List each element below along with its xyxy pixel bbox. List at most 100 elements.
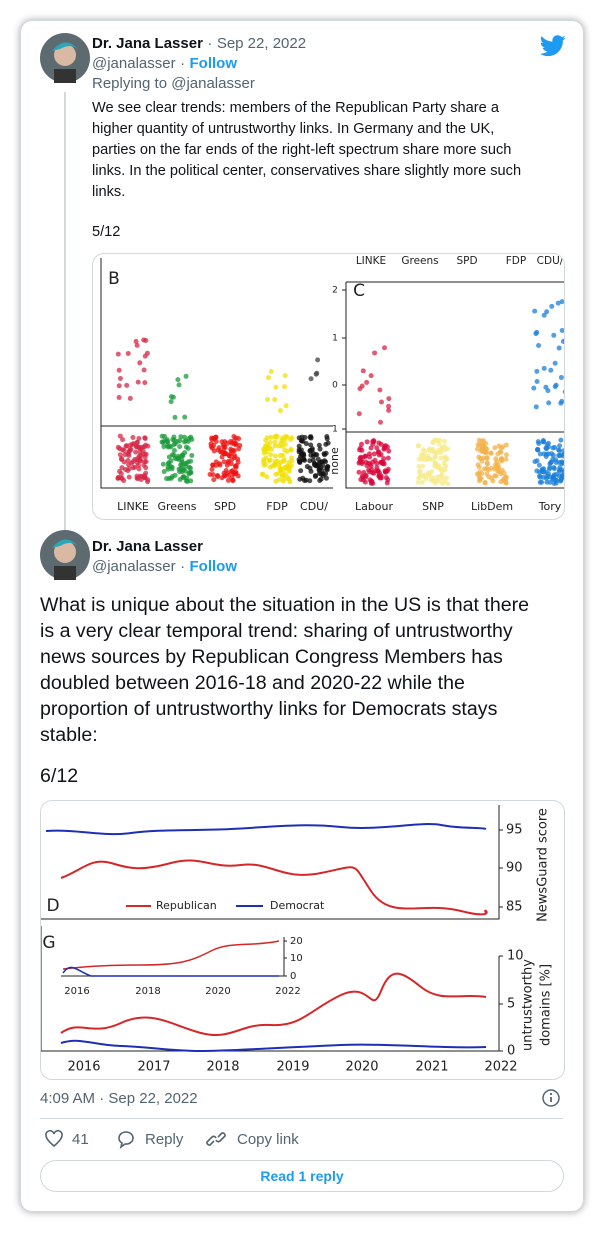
thread-count: 6/12 (40, 765, 79, 787)
figure-label: 2020 (205, 986, 230, 997)
scatter-dot (534, 379, 540, 385)
handle-line: @janalasser · Follow (92, 558, 237, 576)
scatter-dot (115, 351, 121, 357)
figure-label: 90 (506, 861, 523, 876)
avatar[interactable] (40, 530, 90, 580)
scatter-dot (263, 437, 269, 443)
tweet-date[interactable]: Sep 22, 2022 (216, 35, 307, 52)
scatter-dot (546, 400, 552, 406)
scatter-dot (537, 469, 543, 475)
scatter-dot (548, 459, 554, 465)
follow-link[interactable]: Follow (189, 55, 238, 72)
author-name[interactable]: Dr. Jana Lasser (92, 35, 203, 52)
scatter-dot (259, 471, 265, 477)
link-icon[interactable] (206, 1129, 226, 1149)
scatter-dot (143, 442, 149, 448)
scatter-dot (168, 394, 174, 400)
scatter-dot (297, 460, 303, 466)
scatter-dot (545, 440, 551, 446)
scatter-dot (272, 397, 278, 403)
figure-label: C (353, 281, 365, 301)
scatter-dot (141, 473, 147, 479)
scatter-dot (533, 404, 539, 410)
scatter-dot (546, 466, 552, 472)
info-icon[interactable] (541, 1088, 561, 1108)
scatter-dot (560, 472, 564, 478)
scatter-dot (559, 398, 564, 404)
scatter-dot (442, 438, 448, 444)
scatter-dot (264, 474, 270, 480)
scatter-dot (116, 367, 122, 373)
text-line: higher quantity of untrustworthy links. … (92, 121, 495, 137)
like-icon[interactable] (44, 1129, 64, 1149)
read-reply-button[interactable]: Read 1 reply (40, 1160, 564, 1192)
scatter-dot (537, 451, 543, 457)
handle[interactable]: @janalasser (92, 558, 176, 575)
scatter-dot (145, 479, 151, 485)
scatter-dot (377, 419, 383, 425)
handle[interactable]: @janalasser (92, 55, 176, 72)
scatter-dot (560, 339, 564, 345)
text-line: links. (92, 184, 126, 200)
scatter-dot (558, 437, 564, 443)
text-line: stable: (40, 724, 98, 746)
scatter-dot (126, 462, 132, 468)
scatter-dot (419, 479, 425, 485)
reply-icon[interactable] (116, 1129, 136, 1149)
scatter-dot (133, 338, 139, 344)
avatar[interactable] (40, 33, 90, 83)
scatter-dot (316, 442, 322, 448)
scatter-dot (541, 312, 547, 318)
scatter-dot (296, 443, 302, 449)
scatter-dot (141, 451, 147, 457)
figure-label: 2018 (135, 986, 160, 997)
scatter-dot (476, 464, 482, 470)
author-name[interactable]: Dr. Jana Lasser (92, 538, 203, 555)
scatter-dot (127, 395, 133, 401)
scatter-dot (419, 451, 425, 457)
scatter-dot (212, 435, 218, 441)
copy-link-action[interactable]: Copy link (237, 1131, 299, 1148)
separator: · (180, 55, 186, 72)
twitter-logo[interactable] (540, 35, 566, 57)
scatter-dot (136, 435, 142, 441)
scatter-dot (474, 471, 480, 477)
figure-label: CDU/ (300, 500, 328, 513)
scatter-dot (226, 472, 232, 478)
scatter-dot (117, 375, 123, 381)
scatter-dot (121, 459, 127, 465)
tweet-text: What is unique about the situation in th… (40, 592, 529, 748)
scatter-dot (364, 463, 370, 469)
scatter-dot (272, 443, 278, 449)
scatter-dot (503, 456, 509, 462)
scatter-dot (288, 447, 294, 453)
scatter-dot (386, 448, 392, 454)
scatter-dot (492, 445, 498, 451)
scatter-dot (168, 399, 174, 405)
like-count[interactable]: 41 (72, 1131, 89, 1148)
timestamp[interactable]: 4:09 AM · Sep 22, 2022 (40, 1090, 198, 1107)
scatter-dot (137, 448, 143, 454)
scatter-dot (136, 444, 142, 450)
tweet-image[interactable]: D 95 90 85 NewsGuard score Republican Democrat… (40, 800, 565, 1080)
figure-label: Labour (355, 500, 394, 513)
scatter-dot (183, 444, 189, 450)
reply-to[interactable]: Replying to @janalasser (92, 75, 255, 92)
scatter-dot (357, 445, 363, 451)
scatter-dot (359, 441, 365, 447)
scatter-dot (488, 475, 494, 481)
scatter-dot (367, 454, 373, 460)
figure-label: 2017 (137, 1060, 170, 1075)
scatter-dot (543, 475, 549, 481)
tweet-image[interactable]: B C LINKE Greens SPD FDP CDU/2 1 0 1 none LINKE Gree… (92, 253, 565, 520)
scatter-dot (298, 449, 304, 455)
scatter-dot (486, 467, 492, 473)
text-line: news sources by Republican Congress Memb… (40, 646, 503, 668)
reply-action[interactable]: Reply (145, 1131, 184, 1148)
scatter-dot (298, 468, 304, 474)
scatter-dot (225, 477, 231, 483)
scatter-dot (535, 439, 541, 445)
scatter-dot (268, 452, 274, 458)
follow-link[interactable]: Follow (189, 558, 238, 575)
